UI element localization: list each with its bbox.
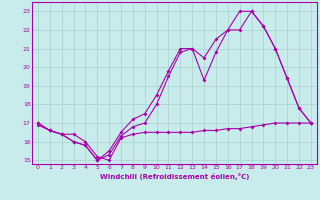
X-axis label: Windchill (Refroidissement éolien,°C): Windchill (Refroidissement éolien,°C): [100, 173, 249, 180]
